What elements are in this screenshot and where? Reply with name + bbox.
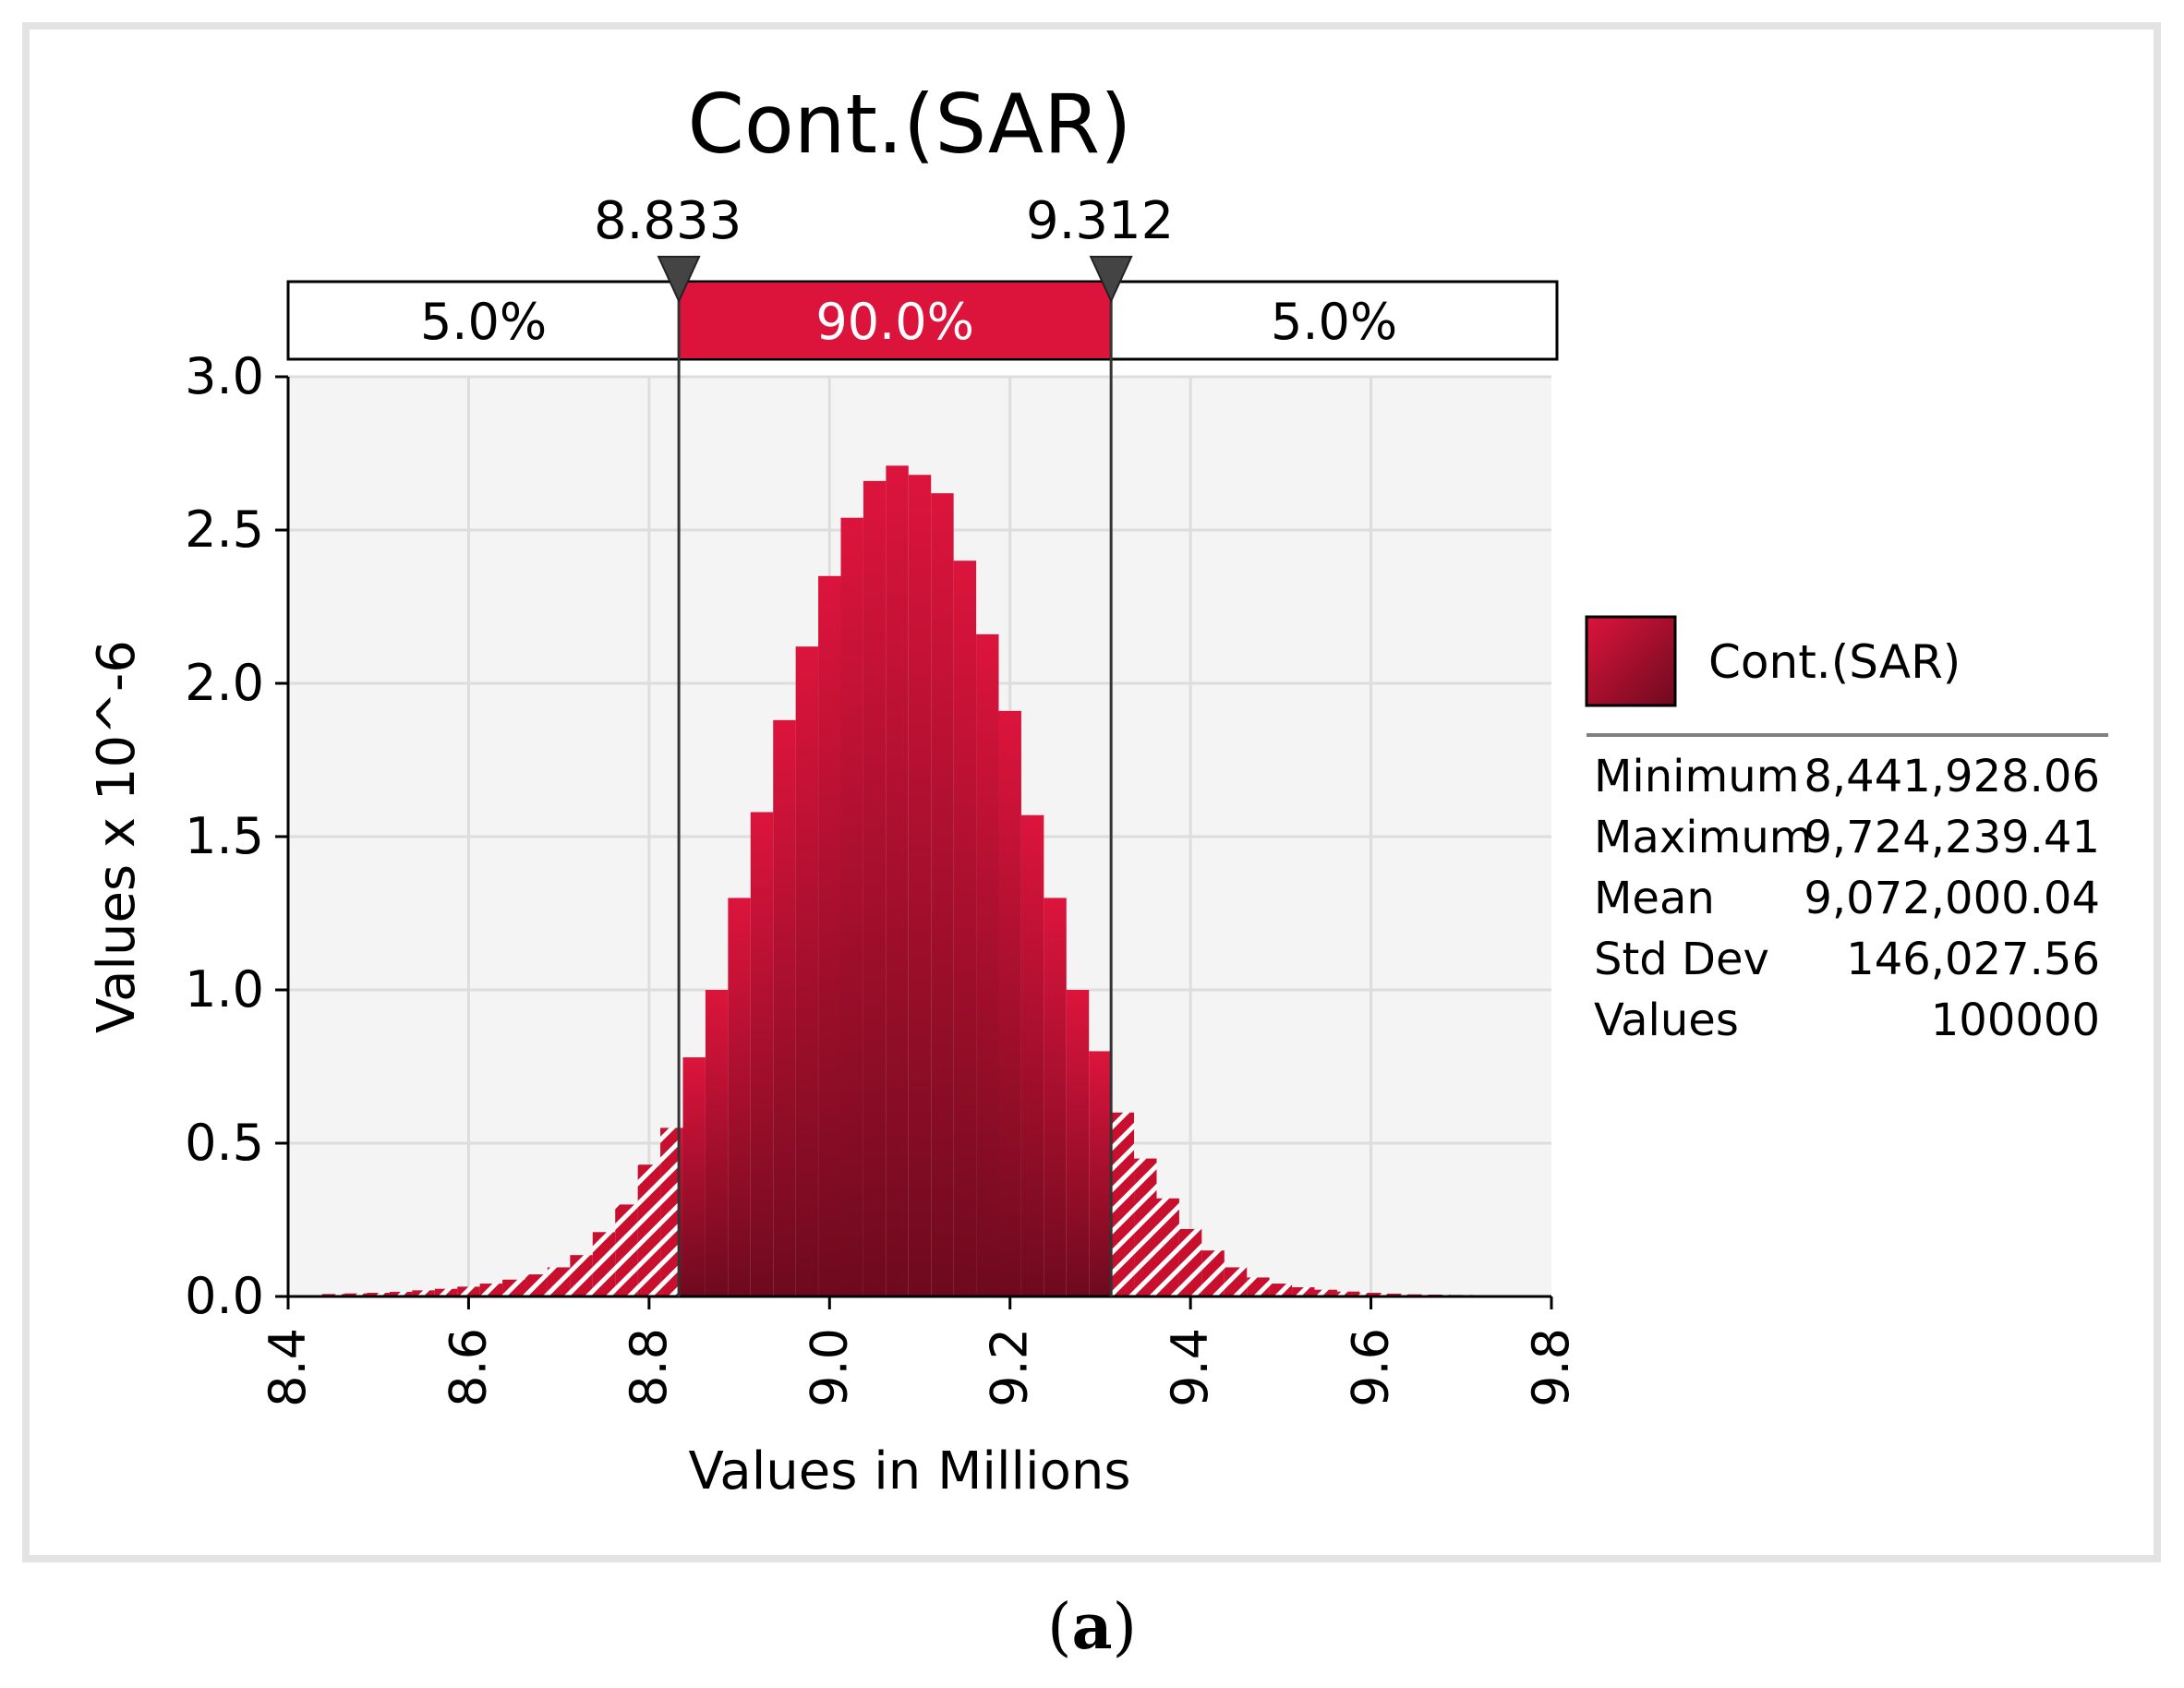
- histogram-bar: [795, 646, 819, 1296]
- histogram-bar: [367, 1293, 390, 1296]
- figure-caption: (a): [0, 1590, 2184, 1664]
- upper-bound-label: 9.312: [1026, 191, 1174, 251]
- histogram-bar: [1224, 1267, 1248, 1296]
- histogram-bar: [389, 1292, 413, 1296]
- histogram-bar: [412, 1290, 435, 1296]
- stat-value: 8,441,928.06: [1804, 751, 2100, 802]
- stat-label: Mean: [1594, 873, 1715, 924]
- histogram-bar: [750, 812, 774, 1296]
- histogram-bar: [1134, 1158, 1157, 1296]
- histogram-bar: [479, 1284, 503, 1296]
- histogram-bar: [840, 517, 863, 1296]
- legend-label: Cont.(SAR): [1708, 635, 1961, 689]
- y-tick-label: 2.5: [185, 500, 264, 559]
- x-tick-label: 8.8: [620, 1328, 678, 1407]
- y-tick-label: 2.0: [185, 654, 264, 712]
- histogram-bar: [1156, 1198, 1179, 1296]
- y-tick-label: 0.0: [185, 1267, 264, 1325]
- histogram-bar: [615, 1204, 638, 1296]
- histogram-bar: [1336, 1291, 1360, 1296]
- upper-bound-marker[interactable]: [1089, 256, 1133, 304]
- x-tick-label: 8.4: [259, 1328, 317, 1407]
- histogram-bar: [818, 575, 841, 1296]
- histogram-bar: [1269, 1284, 1293, 1296]
- histogram-bar: [1089, 1051, 1112, 1296]
- histogram-bar: [525, 1274, 548, 1296]
- histogram-bar: [1111, 1112, 1135, 1296]
- histogram-bar: [1201, 1250, 1225, 1296]
- x-tick-label: 8.6: [439, 1328, 497, 1407]
- stat-value: 100000: [1931, 995, 2100, 1046]
- stat-label: Std Dev: [1594, 934, 1769, 985]
- histogram-bar: [705, 990, 729, 1296]
- x-tick-label: 9.4: [1161, 1328, 1219, 1407]
- chart-title: Cont.(SAR): [687, 77, 1131, 172]
- histogram-bar: [660, 1127, 680, 1296]
- histogram-bar: [547, 1267, 571, 1296]
- histogram-bar: [457, 1286, 480, 1296]
- y-axis-label: Values x 10^-6: [87, 640, 147, 1033]
- caption-letter: a: [1071, 1590, 1113, 1664]
- stat-value: 146,027.56: [1846, 934, 2100, 985]
- stat-value: 9,072,000.04: [1804, 873, 2100, 924]
- histogram-bar: [953, 561, 977, 1296]
- histogram-bar: [1020, 814, 1044, 1296]
- x-tick-label: 9.0: [800, 1328, 858, 1407]
- histogram-bar: [570, 1255, 593, 1296]
- band-left-label: 5.0%: [420, 293, 547, 351]
- x-tick-label: 9.6: [1342, 1328, 1400, 1407]
- band-right-label: 5.0%: [1271, 293, 1397, 351]
- histogram-bar: [1314, 1289, 1337, 1296]
- histogram-bar: [863, 480, 887, 1296]
- x-tick-label: 9.8: [1522, 1328, 1580, 1407]
- histogram-bar: [998, 710, 1021, 1296]
- stat-label: Minimum: [1594, 751, 1799, 802]
- histogram-bar: [886, 465, 909, 1296]
- lower-bound-label: 8.833: [594, 191, 742, 251]
- histogram-bar: [1066, 990, 1090, 1296]
- x-tick-label: 9.2: [981, 1328, 1039, 1407]
- histogram-bar: [592, 1232, 616, 1296]
- stat-label: Maximum: [1594, 812, 1813, 863]
- y-tick-label: 3.0: [185, 347, 264, 405]
- grid-lines: [288, 375, 1551, 1296]
- histogram-bar: [344, 1293, 368, 1296]
- y-tick-label: 0.5: [185, 1114, 264, 1172]
- histogram-bar: [728, 898, 751, 1296]
- band-middle-fill: [679, 283, 1112, 358]
- histogram-bar: [1359, 1293, 1382, 1296]
- histogram-bar: [434, 1288, 458, 1296]
- histogram-bars: [321, 465, 1495, 1296]
- histogram-bar: [1178, 1228, 1202, 1296]
- histogram-bar: [908, 475, 932, 1296]
- x-axis-label: Values in Millions: [688, 1441, 1130, 1501]
- stat-value: 9,724,239.41: [1804, 812, 2100, 863]
- histogram-bar: [773, 719, 796, 1296]
- y-tick-label: 1.0: [185, 960, 264, 1019]
- histogram-bar: [1044, 898, 1067, 1296]
- band-middle-label: 90.0%: [815, 293, 974, 351]
- x-ticks: 8.4 8.6 8.8 9.0 9.2 9.4 9.6 9.8: [259, 1296, 1580, 1407]
- histogram-bar: [976, 633, 999, 1296]
- y-ticks: 0.0 0.5 1.0 1.5 2.0 2.5 3.0: [185, 347, 288, 1325]
- histogram-bar: [931, 493, 954, 1296]
- y-tick-label: 1.5: [185, 807, 264, 865]
- lower-bound-marker[interactable]: [657, 256, 701, 304]
- caption-close: ): [1112, 1591, 1138, 1664]
- stat-label: Values: [1594, 995, 1739, 1046]
- legend-swatch[interactable]: [1585, 615, 1677, 707]
- histogram-bar: [1292, 1287, 1315, 1296]
- histogram-bar: [502, 1279, 525, 1296]
- caption-open: (: [1046, 1591, 1072, 1664]
- histogram-bar: [637, 1164, 661, 1296]
- histogram-bar: [682, 1057, 706, 1296]
- histogram-bar: [679, 1127, 683, 1296]
- histogram-bar: [1247, 1277, 1270, 1296]
